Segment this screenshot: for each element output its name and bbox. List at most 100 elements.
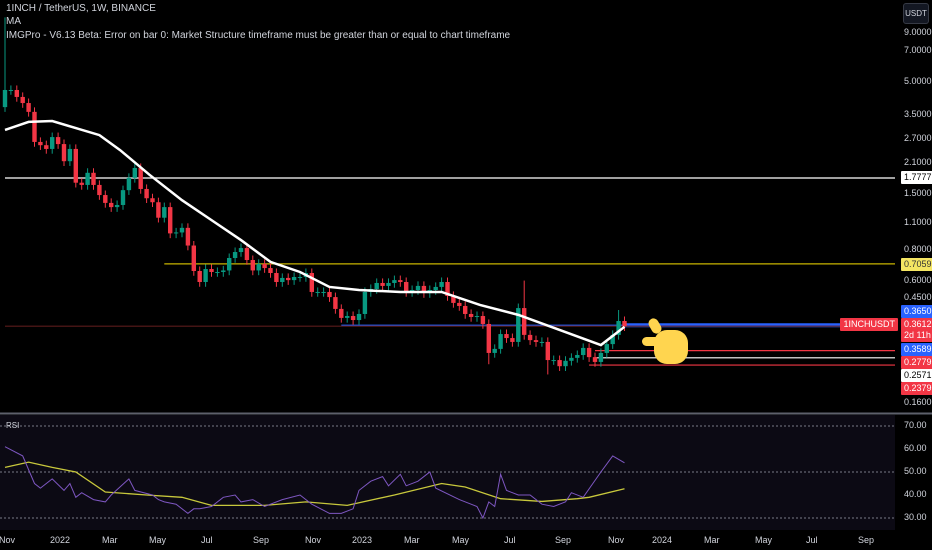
rsi-line bbox=[4, 446, 625, 520]
price-axis-label: 2.7000 bbox=[904, 133, 932, 144]
candle-body bbox=[156, 202, 161, 218]
time-axis-label: 2024 bbox=[652, 535, 673, 545]
candle-body bbox=[126, 177, 132, 191]
time-axis-label: 2023 bbox=[352, 535, 373, 545]
time-axis-label: Mar bbox=[704, 535, 720, 545]
candle-body bbox=[433, 286, 438, 291]
candle-body bbox=[398, 280, 403, 283]
candle-body bbox=[26, 103, 31, 112]
candle-body bbox=[144, 188, 149, 199]
candle-body bbox=[250, 260, 255, 271]
time-axis-label: Sep bbox=[253, 535, 270, 545]
candle-body bbox=[179, 227, 185, 233]
candle-body bbox=[197, 270, 202, 283]
candle-body bbox=[73, 148, 78, 183]
candle-body bbox=[557, 360, 562, 367]
candle-body bbox=[581, 347, 586, 356]
candle-body bbox=[321, 291, 326, 293]
candle-body bbox=[291, 277, 297, 281]
time-axis-label: Sep bbox=[858, 535, 875, 545]
candle-body bbox=[586, 347, 592, 358]
time-axis-label: Mar bbox=[404, 535, 420, 545]
candle-body bbox=[551, 360, 556, 362]
pointing-hand-icon bbox=[642, 318, 688, 364]
candle-body bbox=[67, 148, 73, 162]
candle-body bbox=[451, 295, 456, 303]
candle-body bbox=[563, 360, 568, 367]
price-axis-label: 3.5000 bbox=[904, 108, 932, 119]
rsi-title[interactable]: RSI bbox=[6, 421, 20, 430]
candle-body bbox=[545, 341, 550, 361]
time-axis-label: May bbox=[149, 535, 167, 545]
candle-body bbox=[14, 89, 19, 97]
time-axis-label: Jul bbox=[201, 535, 213, 545]
candle-body bbox=[345, 316, 350, 318]
candle-body bbox=[327, 291, 332, 298]
candle-body bbox=[604, 344, 609, 353]
time-axis-label: Nov bbox=[608, 535, 625, 545]
price-axis-label: 1.1000 bbox=[904, 216, 932, 227]
candle-body bbox=[598, 352, 604, 362]
time-axis-label: May bbox=[755, 535, 773, 545]
last-price-tag: 0.3612 2d 11h bbox=[901, 318, 932, 342]
candle-body bbox=[415, 285, 421, 291]
candle-body bbox=[575, 355, 580, 358]
candle-body bbox=[539, 341, 545, 343]
symbol-title: 1INCH / TetherUS, 1W, BINANCE bbox=[6, 3, 156, 14]
candle-body bbox=[504, 334, 509, 339]
candle-body bbox=[622, 321, 627, 327]
candle-body bbox=[280, 277, 285, 283]
candle-body bbox=[232, 252, 238, 259]
level-tag-yellow: 0.7059 bbox=[901, 258, 932, 271]
candle-body bbox=[463, 305, 468, 314]
price-axis-label: 0.8000 bbox=[904, 244, 932, 254]
level-tag-white: 1.7777 bbox=[901, 171, 932, 184]
candle-body bbox=[510, 338, 515, 342]
candle-body bbox=[356, 313, 362, 321]
bar-countdown: 2d 11h bbox=[904, 330, 931, 340]
moving-average-line bbox=[4, 119, 626, 347]
candle-body bbox=[474, 316, 480, 318]
price-axis-label: 1.5000 bbox=[904, 188, 932, 198]
candle-body bbox=[445, 282, 450, 296]
candle-body bbox=[592, 357, 598, 362]
candle-body bbox=[315, 291, 320, 293]
rsi-ma-line bbox=[4, 461, 625, 507]
rsi-axis-label: 30.00 bbox=[904, 512, 927, 522]
candle-body bbox=[610, 334, 615, 345]
time-axis-label: Nov bbox=[0, 535, 16, 545]
candle-body bbox=[114, 204, 120, 208]
candle-body bbox=[498, 334, 503, 349]
candle-body bbox=[55, 137, 61, 145]
candle-body bbox=[362, 291, 368, 314]
candle-body bbox=[238, 248, 244, 253]
candle-body bbox=[380, 282, 385, 286]
last-price: 0.3612 bbox=[904, 319, 932, 329]
candle-body bbox=[162, 207, 167, 218]
ma-indicator-label[interactable]: MA bbox=[6, 16, 21, 27]
candle-body bbox=[404, 282, 409, 292]
candle-body bbox=[339, 308, 344, 318]
candle-body bbox=[533, 340, 539, 342]
price-axis-label: 9.0000 bbox=[904, 27, 932, 37]
candle-body bbox=[209, 269, 214, 272]
candle-body bbox=[20, 96, 25, 104]
candle-body bbox=[44, 145, 49, 149]
time-axis-label: Nov bbox=[305, 535, 322, 545]
time-axis-label: Sep bbox=[555, 535, 572, 545]
candle-body bbox=[50, 137, 55, 149]
imgpro-error-label[interactable]: IMGPro - V6.13 Beta: Error on bar 0: Mar… bbox=[6, 30, 511, 41]
rsi-axis-label: 50.00 bbox=[904, 466, 927, 476]
level-tag-white-2: 0.2571 bbox=[901, 369, 932, 382]
candle-body bbox=[132, 167, 137, 178]
currency-button[interactable]: USDT bbox=[903, 3, 929, 24]
candle-body bbox=[227, 258, 232, 271]
candle-body bbox=[262, 263, 267, 269]
candle-body bbox=[79, 182, 84, 185]
time-axis-label: Jul bbox=[806, 535, 818, 545]
candle-body bbox=[61, 144, 67, 162]
candle-body bbox=[109, 202, 114, 208]
candle-body bbox=[150, 198, 155, 203]
candle-body bbox=[191, 245, 196, 271]
